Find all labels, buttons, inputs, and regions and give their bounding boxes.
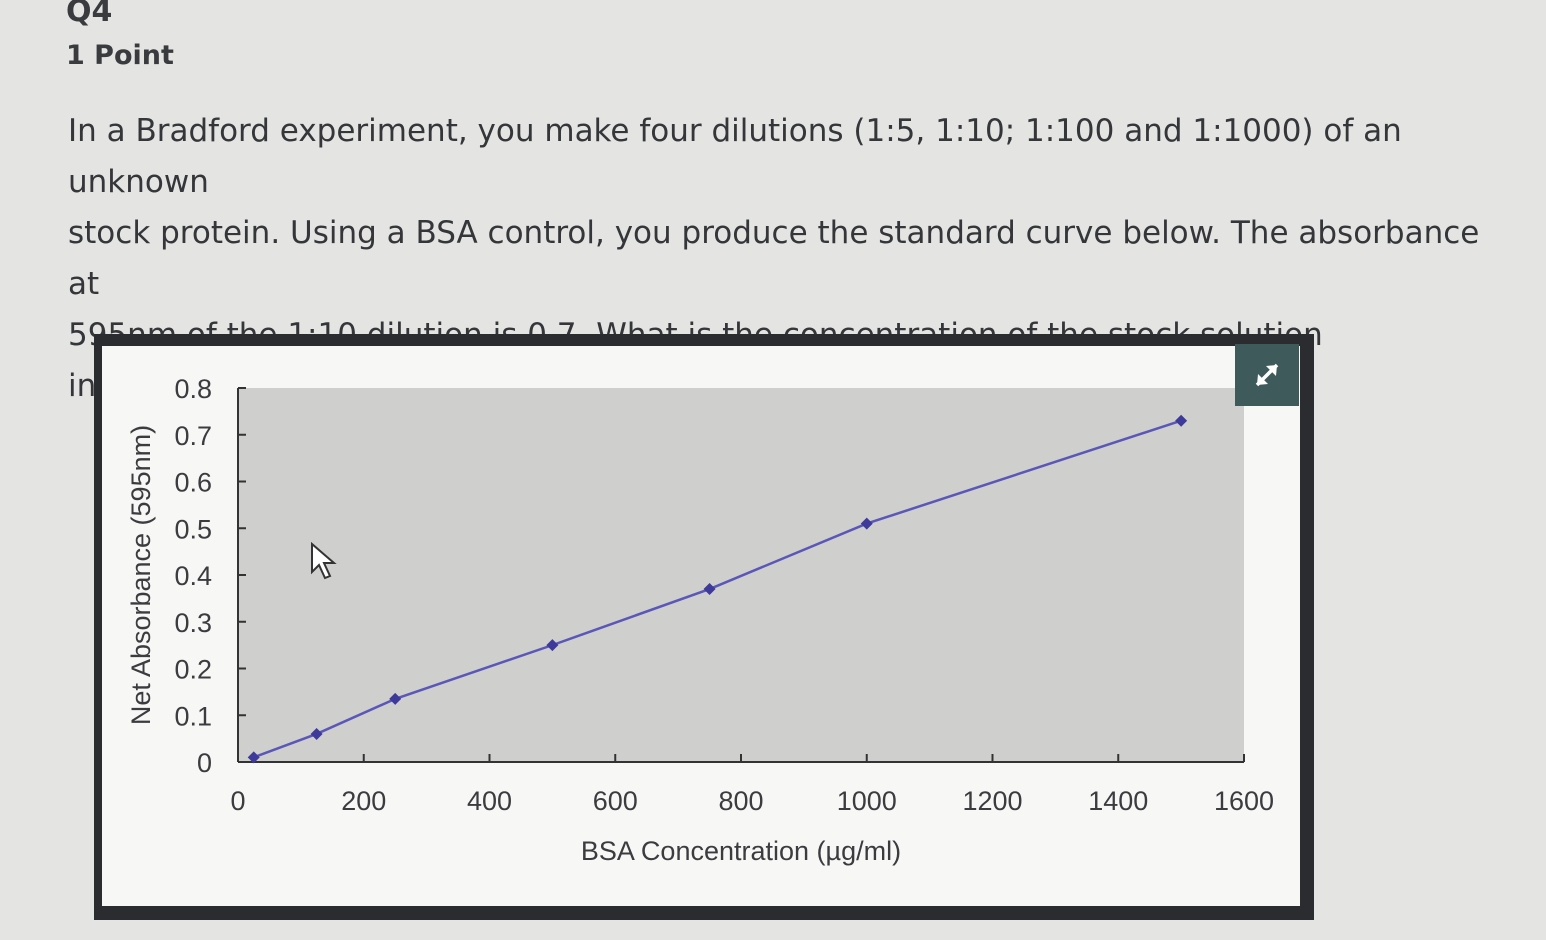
data-point bbox=[703, 583, 716, 596]
y-tick-label: 0.8 bbox=[174, 374, 212, 404]
y-tick-label: 0.2 bbox=[174, 655, 212, 685]
data-point bbox=[247, 751, 260, 764]
y-tick-label: 0.7 bbox=[174, 421, 212, 451]
x-tick-label: 1600 bbox=[1214, 786, 1274, 816]
x-tick-label: 800 bbox=[718, 786, 763, 816]
x-tick-label: 1400 bbox=[1088, 786, 1148, 816]
data-point bbox=[1175, 414, 1188, 427]
x-tick-label: 400 bbox=[467, 786, 512, 816]
x-tick-label: 1200 bbox=[962, 786, 1022, 816]
y-axis-title: Net Absorbance (595nm) bbox=[126, 425, 156, 725]
data-point bbox=[310, 727, 323, 740]
x-axis-title: BSA Concentration (µg/ml) bbox=[581, 836, 901, 866]
y-tick-label: 0.4 bbox=[174, 561, 212, 591]
x-tick-label: 600 bbox=[593, 786, 638, 816]
data-point bbox=[546, 639, 559, 652]
data-point bbox=[860, 517, 873, 530]
y-tick-label: 0.1 bbox=[174, 701, 212, 731]
data-point bbox=[389, 692, 402, 705]
expand-button[interactable] bbox=[1235, 344, 1299, 406]
x-tick-label: 1000 bbox=[837, 786, 897, 816]
question-number: Q4 bbox=[66, 0, 113, 29]
question-points: 1 Point bbox=[66, 40, 174, 71]
y-tick-label: 0 bbox=[197, 748, 212, 778]
y-tick-label: 0.3 bbox=[174, 608, 212, 638]
x-tick-label: 200 bbox=[341, 786, 386, 816]
y-tick-label: 0.6 bbox=[174, 468, 212, 498]
x-tick-label: 0 bbox=[230, 786, 245, 816]
y-tick-label: 0.5 bbox=[174, 514, 212, 544]
mouse-pointer-icon bbox=[311, 542, 337, 580]
expand-arrows-icon bbox=[1255, 363, 1279, 387]
